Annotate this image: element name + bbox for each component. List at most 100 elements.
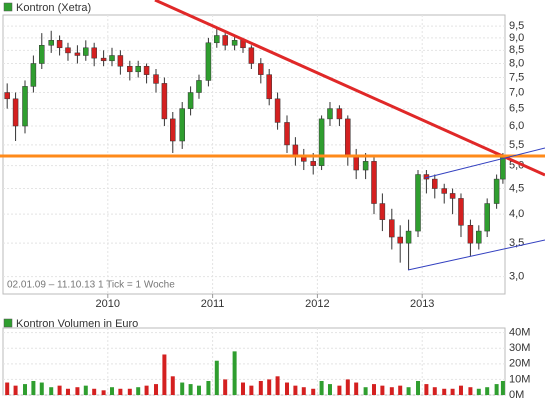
candle-body	[476, 230, 482, 244]
volume-bar	[13, 385, 18, 395]
volume-bar	[75, 387, 80, 395]
volume-bar	[301, 387, 306, 395]
volume-bar	[258, 380, 263, 395]
candle-body	[258, 63, 264, 75]
candle-body	[318, 118, 325, 166]
candle-body	[170, 118, 176, 142]
y-tick-label: 3,0	[509, 271, 524, 283]
volume-bar	[170, 376, 175, 395]
candle-body	[39, 45, 45, 64]
candle-body	[196, 80, 202, 93]
volume-bar	[214, 360, 219, 395]
candle-body	[56, 40, 63, 49]
volume-bar	[267, 379, 272, 395]
candle-body	[153, 74, 159, 84]
y-tick-label: 9,5	[509, 20, 524, 32]
y-tick-label: 7,5	[509, 71, 524, 83]
y-tick-label: 6,0	[509, 120, 524, 132]
x-tick-label: 2012	[305, 298, 329, 310]
candle-body	[379, 203, 386, 220]
date-range-note: 02.01.09 – 11.10.13 1 Tick = 1 Woche	[7, 280, 175, 291]
candle-body	[467, 225, 474, 244]
volume-bar	[92, 388, 97, 395]
volume-bar	[380, 385, 385, 395]
candle-body	[336, 108, 343, 120]
volume-bar	[5, 382, 10, 395]
volume-bar	[319, 380, 324, 395]
candle-body	[83, 47, 89, 56]
candle-body	[458, 198, 464, 226]
volume-bar	[363, 387, 368, 395]
y-tick-label: 8,5	[509, 44, 524, 56]
y-tick-label: 20M	[509, 358, 530, 370]
y-tick-label: 40M	[509, 327, 530, 339]
candle-body	[362, 161, 369, 171]
candle-body	[48, 40, 54, 46]
candle-body	[65, 47, 71, 54]
candle-body	[432, 178, 438, 189]
y-tick-label: 10M	[509, 373, 530, 385]
y-tick-label: 9,0	[509, 32, 524, 44]
volume-bar	[354, 382, 359, 395]
x-tick-label: 2013	[410, 298, 434, 310]
volume-panel	[2, 327, 506, 396]
candle-body	[109, 55, 115, 62]
volume-bar	[285, 382, 290, 395]
y-tick-label: 30M	[509, 342, 530, 354]
candle-body	[441, 188, 447, 194]
candle-body	[389, 219, 395, 238]
candle-body	[397, 236, 403, 244]
candle-body	[91, 47, 97, 59]
y-tick-label: 8,0	[509, 57, 524, 69]
volume-bar	[65, 388, 70, 395]
x-tick-label: 2010	[96, 298, 120, 310]
candle-body	[484, 203, 490, 232]
volume-bar	[249, 385, 254, 395]
candle-body	[187, 92, 194, 109]
candle-body	[266, 74, 272, 100]
candle-body	[161, 83, 168, 120]
candle-body	[135, 65, 141, 73]
volume-bar	[57, 385, 62, 395]
candle-body	[310, 161, 316, 166]
candle-body	[222, 35, 228, 46]
candle-body	[371, 161, 377, 204]
candle-body	[353, 156, 359, 171]
y-tick-label: 3,5	[509, 237, 524, 249]
volume-bar	[458, 385, 463, 395]
candle-body	[127, 65, 133, 73]
candle-body	[500, 156, 506, 180]
volume-bar	[389, 387, 394, 395]
volume-bar	[180, 382, 185, 395]
volume-bar	[398, 385, 403, 395]
y-tick-label: 7,0	[509, 86, 524, 98]
volume-bar	[206, 380, 211, 395]
candle-body	[405, 230, 412, 244]
candle-body	[205, 42, 212, 81]
volume-bar	[101, 390, 106, 395]
volume-bar	[240, 382, 245, 395]
candle-body	[179, 108, 185, 142]
candle-body	[415, 174, 421, 232]
volume-bar	[154, 384, 159, 395]
candle-body	[117, 55, 124, 67]
candle-body	[143, 65, 150, 75]
candle-body	[22, 86, 28, 127]
chart-title: Kontron (Xetra)	[16, 2, 91, 14]
volume-bar	[223, 379, 228, 395]
candle-body	[274, 98, 281, 123]
candle-body	[30, 63, 37, 87]
candle-body	[248, 47, 255, 64]
volume-bar	[31, 380, 36, 395]
x-tick-label: 2011	[201, 298, 225, 310]
candle-body	[12, 98, 19, 127]
candle-body	[100, 57, 107, 62]
y-tick-label: 0M	[509, 389, 524, 401]
volume-bar	[39, 382, 44, 395]
channel-line	[407, 239, 545, 271]
volume-bar	[476, 388, 481, 395]
volume-bar	[485, 387, 490, 395]
volume-bar	[293, 385, 298, 395]
legend-swatch	[3, 318, 13, 328]
volume-bar	[49, 387, 54, 395]
